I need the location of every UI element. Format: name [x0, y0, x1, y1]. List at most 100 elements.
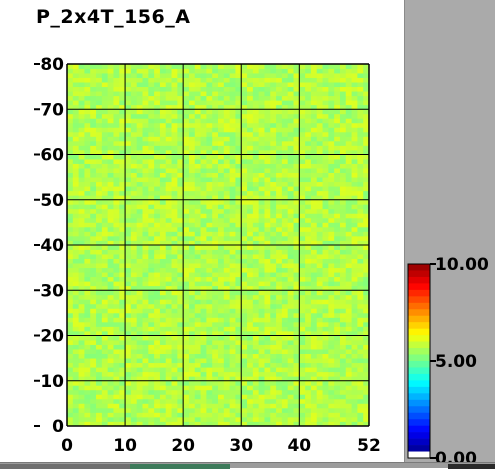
heatmap-cell: [154, 303, 161, 309]
heatmap-cell: [125, 285, 132, 291]
heatmap-cell: [171, 168, 178, 173]
heatmap-cell: [101, 190, 109, 196]
heatmap-cell: [264, 358, 271, 364]
heatmap-cell: [276, 226, 283, 232]
colorbar-swatch: [408, 289, 430, 297]
heatmap-cell: [78, 64, 85, 69]
heatmap-cell: [322, 254, 329, 259]
heatmap-cell: [119, 276, 126, 282]
heatmap-cell: [101, 308, 109, 314]
heatmap-cell: [183, 64, 190, 69]
heatmap-cell: [177, 140, 184, 146]
heatmap-cell: [96, 204, 103, 210]
heatmap-cell: [299, 168, 306, 173]
heatmap-cell: [334, 113, 341, 119]
heatmap-cell: [119, 163, 126, 169]
heatmap-cell: [212, 412, 219, 418]
heatmap-cell: [72, 190, 80, 196]
heatmap-cell: [78, 86, 85, 92]
heatmap-cell: [247, 195, 254, 201]
heatmap-cell: [183, 145, 190, 151]
heatmap-cell: [188, 73, 196, 78]
heatmap-cell: [200, 231, 207, 237]
heatmap-cell: [188, 412, 196, 418]
heatmap-cell: [159, 299, 167, 305]
heatmap-cell: [334, 285, 341, 291]
heatmap-cell: [316, 294, 323, 300]
heatmap-cell: [183, 353, 190, 359]
heatmap-cell: [264, 109, 271, 115]
heatmap-cell: [84, 208, 91, 214]
heatmap-cell: [96, 299, 103, 305]
heatmap-cell: [276, 140, 283, 146]
heatmap-cell: [72, 412, 80, 418]
heatmap-cell: [107, 258, 114, 264]
heatmap-cell: [107, 407, 114, 413]
heatmap-cell: [188, 231, 196, 237]
colorbar: 10.005.000.00: [407, 255, 489, 462]
heatmap-cell: [72, 177, 80, 183]
heatmap-cell: [194, 407, 201, 413]
heatmap-cell: [218, 100, 225, 106]
heatmap-cell: [264, 290, 271, 296]
heatmap-cell: [159, 344, 167, 350]
heatmap-cell: [177, 421, 184, 427]
heatmap-cell: [328, 82, 335, 88]
heatmap-cell: [281, 290, 289, 296]
heatmap-cell: [235, 267, 242, 273]
heatmap-cell: [136, 86, 143, 92]
heatmap-cell: [293, 376, 300, 382]
heatmap-cell: [264, 82, 271, 88]
heatmap-cell: [223, 412, 231, 418]
heatmap-cell: [67, 222, 74, 228]
heatmap-cell: [264, 389, 271, 395]
heatmap-cell: [287, 127, 294, 133]
heatmap-cell: [345, 100, 352, 106]
heatmap-cell: [281, 421, 289, 427]
heatmap-cell: [113, 276, 120, 282]
colorbar-swatch: [408, 419, 430, 426]
heatmap-cell: [287, 82, 294, 88]
heatmap-cell: [322, 104, 329, 110]
heatmap-cell: [206, 294, 213, 300]
heatmap-cell: [119, 321, 126, 327]
heatmap-cell: [264, 412, 271, 418]
heatmap-cell: [183, 199, 190, 205]
heatmap-cell: [241, 412, 248, 418]
heatmap-cell: [281, 371, 289, 377]
heatmap-cell: [183, 222, 190, 228]
heatmap-cell: [270, 136, 277, 142]
heatmap-cell: [200, 367, 207, 373]
heatmap-cell: [78, 303, 85, 309]
heatmap-cell: [270, 312, 277, 318]
heatmap-cell: [119, 122, 126, 128]
heatmap-cell: [339, 398, 347, 404]
heatmap-cell: [345, 376, 352, 382]
heatmap-cell: [334, 326, 341, 332]
heatmap-cell: [281, 308, 289, 314]
heatmap-cell: [96, 394, 103, 400]
heatmap-cell: [270, 77, 277, 83]
heatmap-cell: [84, 68, 91, 74]
heatmap-cell: [357, 113, 364, 119]
heatmap-cell: [316, 109, 323, 115]
heatmap-cell: [218, 285, 225, 291]
heatmap-cell: [101, 362, 109, 368]
heatmap-cell: [130, 222, 138, 228]
heatmap-cell: [119, 172, 126, 178]
heatmap-cell: [90, 349, 97, 354]
heatmap-cell: [351, 136, 358, 142]
heatmap-cell: [78, 149, 85, 155]
heatmap-cell: [159, 389, 167, 395]
heatmap-cell: [107, 312, 114, 318]
heatmap-cell: [177, 258, 184, 264]
heatmap-cell: [218, 249, 225, 255]
heatmap-cell: [229, 122, 236, 128]
heatmap-cell: [258, 412, 265, 418]
heatmap-cell: [107, 82, 114, 88]
heatmap-cell: [339, 177, 347, 183]
heatmap-cell: [328, 163, 335, 169]
heatmap-cell: [328, 407, 335, 413]
heatmap-cell: [357, 362, 364, 368]
heatmap-cell: [107, 77, 114, 83]
